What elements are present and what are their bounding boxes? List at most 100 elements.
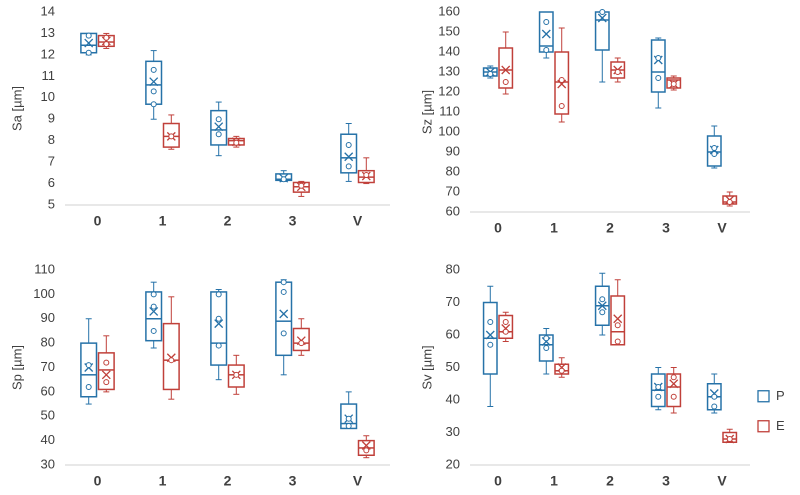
x-tick-label: V [717,220,727,236]
data-point [599,309,606,316]
data-point [363,171,370,178]
data-point [502,319,509,325]
data-point [543,19,550,25]
y-tick-label: 90 [446,143,460,158]
box-group [145,50,163,120]
box-group [145,281,163,349]
box-group [706,125,722,169]
box-group [275,170,293,183]
box-group [292,180,310,197]
data-point [711,403,718,410]
box-group [275,279,293,376]
x-tick-label: V [353,473,363,489]
y-tick-label: 12 [41,46,55,61]
data-point [655,75,662,81]
x-tick-label: 1 [159,213,167,229]
y-tick-label: 14 [41,3,55,18]
box-group [80,32,98,56]
box-group [292,318,310,356]
box-group [666,367,682,414]
box-group [554,357,570,378]
data-point [215,131,222,138]
data-point [233,371,240,378]
box-group [538,328,554,375]
data-point [655,393,662,400]
y-tick-label: 110 [34,261,55,276]
box-group [340,123,358,182]
legend-swatch [757,390,770,403]
box-group [162,296,180,400]
data-point [150,327,157,334]
data-point [363,447,370,454]
box [498,314,514,339]
data-point [215,291,222,298]
y-tick-label: 70 [446,294,460,309]
data-point [726,436,733,442]
box-group [538,11,554,59]
y-tick-label: 30 [446,424,460,439]
y-tick-label: 30 [41,456,55,471]
data-point [670,393,677,400]
x-tick-label: 3 [289,213,297,229]
x-tick-label: 1 [550,473,558,489]
data-point [103,34,110,41]
y-axis-label: Sv [µm] [419,345,434,389]
box [97,352,115,391]
y-tick-label: 50 [41,408,55,423]
mean-marker [541,29,551,39]
data-point [233,139,240,146]
y-tick-label: 100 [438,123,460,138]
mean-marker [149,77,159,87]
box-group [80,318,98,405]
data-point [599,9,606,15]
x-tick-label: 3 [662,220,670,236]
x-tick-label: 1 [550,220,558,236]
y-tick-label: 8 [48,132,55,147]
box-group [498,31,514,95]
mean-marker [597,13,607,23]
mean-marker [214,319,224,329]
y-tick-label: 50 [446,359,460,374]
y-tick-label: 120 [438,83,460,98]
box-group [554,27,570,123]
data-point [543,47,550,53]
y-tick-label: 9 [48,111,55,126]
mean-marker [101,370,111,380]
data-point [345,423,352,429]
box [666,373,682,408]
y-tick-label: 5 [48,196,55,211]
box-group [666,75,682,91]
box-group [594,9,610,83]
box [498,47,514,89]
box [292,327,310,352]
data-point [711,393,718,400]
y-axis-label: Sp [µm] [9,345,24,390]
data-point [85,49,92,56]
data-point [85,362,92,369]
data-point [711,145,718,151]
x-tick-label: 0 [494,473,502,489]
data-point [711,151,718,157]
y-tick-label: 130 [438,63,460,78]
data-point [543,345,550,351]
box-group [650,367,666,411]
data-point [150,303,157,310]
x-tick-label: 3 [662,473,670,489]
data-point [670,81,677,87]
y-tick-label: 6 [48,175,55,190]
y-tick-label: 80 [446,163,460,178]
y-tick-label: 160 [438,3,460,18]
x-tick-label: 0 [494,220,502,236]
box-group [162,114,180,150]
x-tick-label: 1 [159,473,167,489]
data-point [168,133,175,140]
y-tick-label: 140 [438,43,460,58]
data-point [614,322,621,329]
data-point [487,341,494,348]
box [340,133,358,174]
box [706,135,722,167]
data-point [103,359,110,366]
y-tick-label: 60 [41,383,55,398]
